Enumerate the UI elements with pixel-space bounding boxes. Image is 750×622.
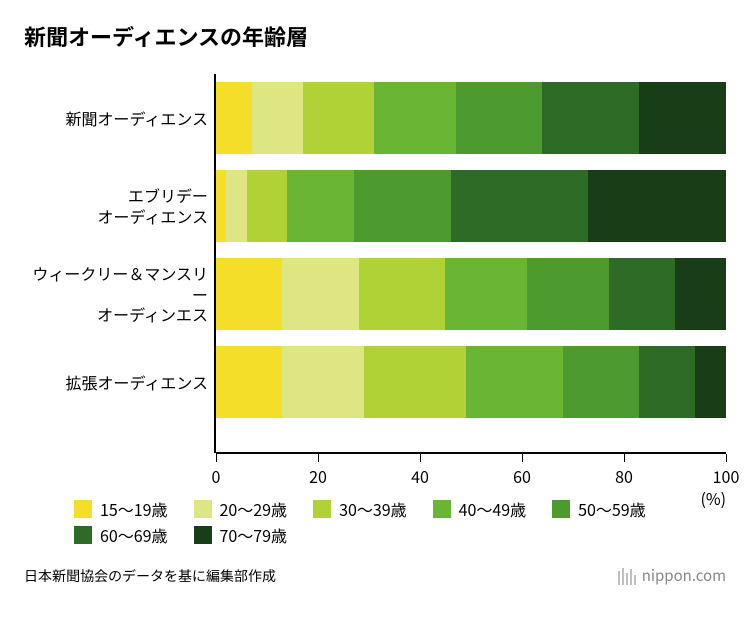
- bar-segment: [282, 346, 364, 418]
- bar-segment: [445, 258, 527, 330]
- bar-segment: [303, 82, 374, 154]
- x-tick-label: 20: [309, 464, 327, 488]
- bar-segment: [466, 346, 563, 418]
- legend-item: 20～29歳: [194, 497, 288, 521]
- legend-label: 70～79歳: [220, 523, 288, 547]
- bar-segment: [216, 170, 226, 242]
- bar-segment: [359, 258, 446, 330]
- bar-segment: [695, 346, 726, 418]
- bar-segment: [282, 258, 359, 330]
- legend-swatch: [433, 500, 451, 518]
- bars-area: (%) 020406080100: [214, 74, 726, 453]
- bar-segment: [563, 346, 640, 418]
- legend-label: 15～19歳: [100, 497, 168, 521]
- bar-segment: [542, 82, 639, 154]
- source-note: 日本新聞協会のデータを基に編集部作成: [24, 566, 276, 586]
- axis-unit-label: (%): [700, 486, 726, 510]
- bar-row: [216, 162, 726, 250]
- bar-segment: [252, 82, 303, 154]
- legend-item: 50～59歳: [552, 497, 646, 521]
- legend-item: 40～49歳: [433, 497, 527, 521]
- stacked-bar: [216, 82, 726, 154]
- x-tick: [522, 454, 523, 462]
- bar-segment: [456, 82, 543, 154]
- x-tick-label: 40: [411, 464, 429, 488]
- legend-label: 60～69歳: [100, 523, 168, 547]
- x-tick-label: 100: [713, 464, 740, 488]
- legend-item: 15～19歳: [74, 497, 168, 521]
- brand-text: nippon.com: [642, 565, 726, 586]
- chart-title: 新聞オーディエンスの年齢層: [24, 20, 726, 52]
- bar-segment: [675, 258, 726, 330]
- y-axis-labels: 新聞オーディエンスエブリデー オーディエンスウィークリー＆マンスリー オーディン…: [24, 74, 214, 453]
- x-tick: [216, 454, 217, 462]
- bar-row: [216, 74, 726, 162]
- legend-swatch: [552, 500, 570, 518]
- bar-row: [216, 250, 726, 338]
- brand-mark: nippon.com: [617, 565, 726, 586]
- legend-swatch: [74, 500, 92, 518]
- bar-segment: [527, 258, 609, 330]
- x-tick-label: 80: [615, 464, 633, 488]
- legend-label: 50～59歳: [578, 497, 646, 521]
- x-tick-label: 60: [513, 464, 531, 488]
- legend-item: 30～39歳: [313, 497, 407, 521]
- category-label: 新聞オーディエンス: [24, 74, 208, 162]
- bar-segment: [588, 170, 726, 242]
- x-tick-label: 0: [212, 464, 221, 488]
- bar-segment: [226, 170, 246, 242]
- legend-swatch: [313, 500, 331, 518]
- x-tick: [726, 454, 727, 462]
- bar-segment: [451, 170, 589, 242]
- bar-segment: [247, 170, 288, 242]
- x-tick: [420, 454, 421, 462]
- legend-swatch: [194, 500, 212, 518]
- legend-label: 40～49歳: [459, 497, 527, 521]
- stacked-bar: [216, 170, 726, 242]
- bar-segment: [216, 346, 282, 418]
- category-label: エブリデー オーディエンス: [24, 162, 208, 250]
- category-label: 拡張オーディエンス: [24, 338, 208, 426]
- legend-label: 20～29歳: [220, 497, 288, 521]
- legend-label: 30～39歳: [339, 497, 407, 521]
- bar-segment: [639, 82, 726, 154]
- bar-row: [216, 338, 726, 426]
- bar-segment: [639, 346, 695, 418]
- stacked-bar: [216, 346, 726, 418]
- bar-segment: [216, 258, 282, 330]
- bar-segment: [364, 346, 466, 418]
- bar-segment: [609, 258, 675, 330]
- legend-swatch: [194, 526, 212, 544]
- legend: 15～19歳 20～29歳 30～39歳 40～49歳 50～59歳 60～69歳 70～7…: [74, 497, 714, 547]
- bar-segment: [354, 170, 451, 242]
- legend-item: 60～69歳: [74, 523, 168, 547]
- x-tick: [318, 454, 319, 462]
- bar-segment: [287, 170, 353, 242]
- brand-icon: [617, 566, 637, 586]
- x-axis: (%) 020406080100: [216, 452, 726, 480]
- bar-segment: [216, 82, 252, 154]
- bar-segment: [374, 82, 456, 154]
- chart-plot: 新聞オーディエンスエブリデー オーディエンスウィークリー＆マンスリー オーディン…: [24, 74, 726, 453]
- x-tick: [624, 454, 625, 462]
- category-label: ウィークリー＆マンスリー オーディンエス: [24, 250, 208, 338]
- legend-swatch: [74, 526, 92, 544]
- legend-item: 70～79歳: [194, 523, 288, 547]
- stacked-bar: [216, 258, 726, 330]
